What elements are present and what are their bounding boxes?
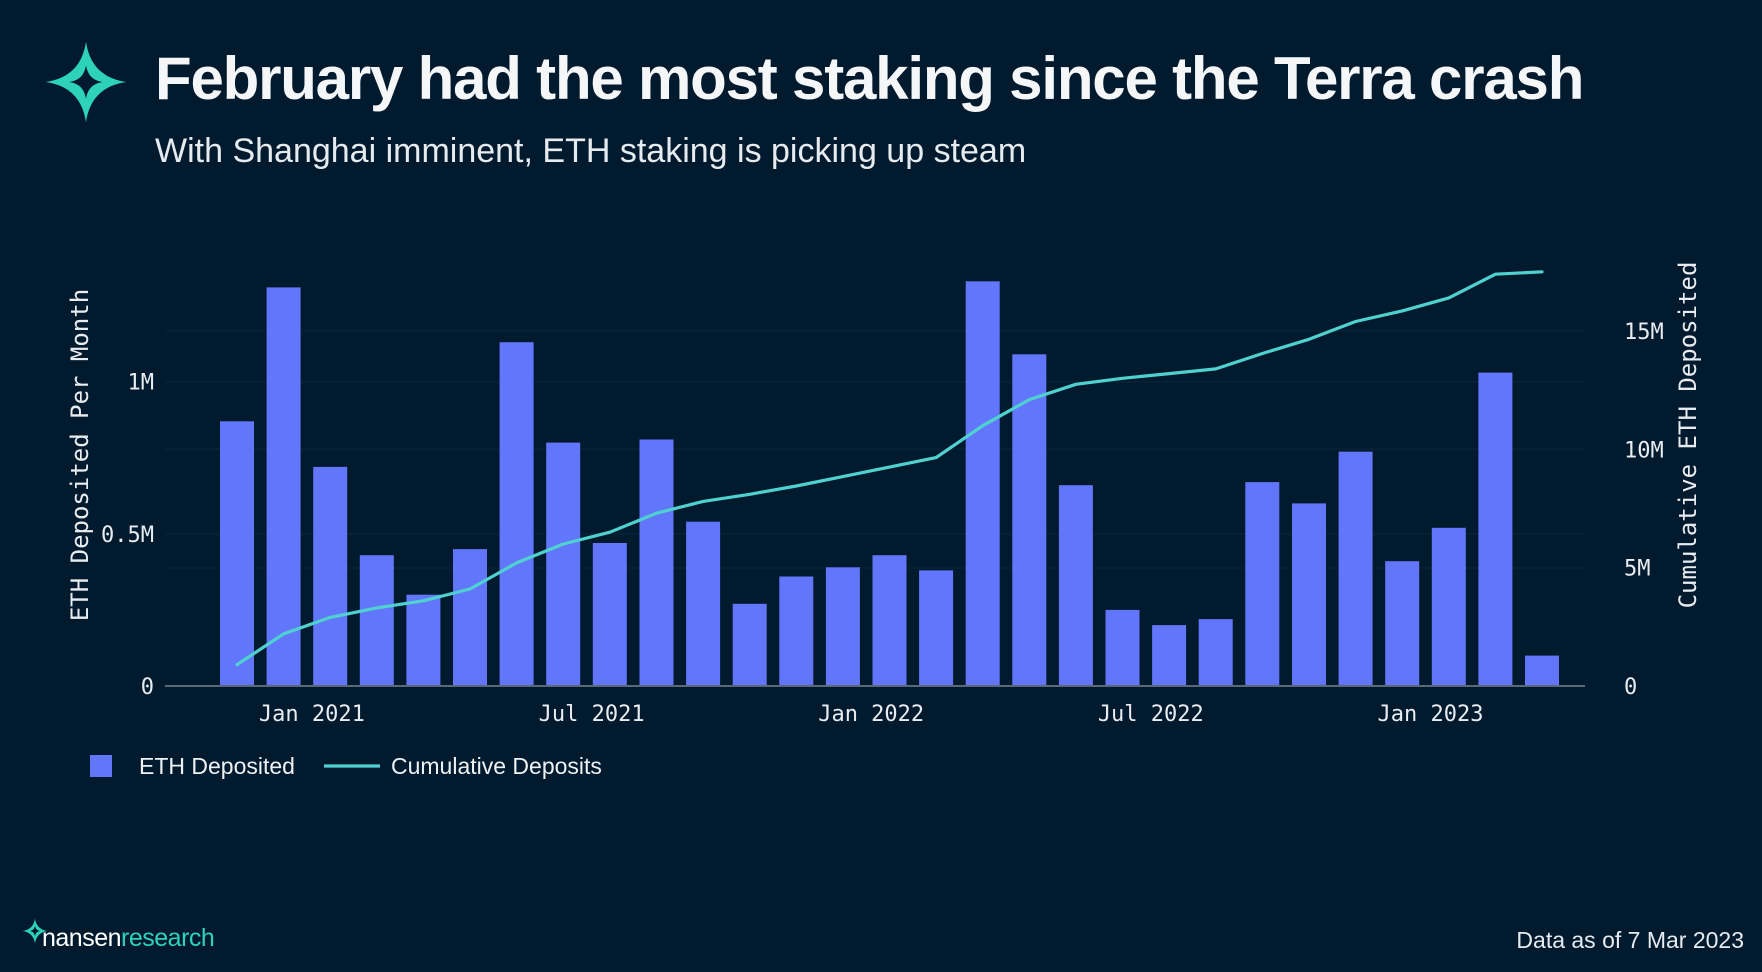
bar bbox=[1338, 451, 1373, 686]
bar bbox=[686, 521, 721, 686]
brand-name: nansen bbox=[42, 923, 122, 952]
bar bbox=[313, 466, 348, 686]
bar bbox=[453, 549, 487, 686]
y-tick-label: 0.5M bbox=[101, 523, 154, 548]
bar bbox=[1525, 655, 1559, 686]
x-axis-ticks: Jan 2021 Jul 2021 Jan 2022 Jul 2022 Jan 2023 bbox=[259, 702, 1484, 727]
y2-tick-label: 15M bbox=[1624, 320, 1664, 345]
bar bbox=[732, 603, 767, 686]
y2-tick-label: 10M bbox=[1624, 438, 1664, 463]
bar bbox=[266, 287, 301, 686]
bar bbox=[592, 543, 627, 686]
bar bbox=[359, 555, 394, 686]
footer-brand: nansen research bbox=[22, 918, 215, 958]
data-as-of-note: Data as of 7 Mar 2023 bbox=[1516, 927, 1744, 953]
cumulative-line bbox=[235, 270, 1544, 667]
bar bbox=[1152, 625, 1187, 686]
legend: ETH Deposited Cumulative Deposits bbox=[90, 753, 602, 779]
bar bbox=[1431, 527, 1466, 686]
y-axis-ticks: 0 0.5M 1M bbox=[101, 371, 154, 700]
y-tick-label: 0 bbox=[141, 675, 154, 700]
y-axis-title: ETH Deposited Per Month bbox=[66, 289, 94, 621]
bar bbox=[1245, 482, 1280, 686]
x-tick-label: Jan 2021 bbox=[259, 702, 365, 727]
y2-tick-label: 5M bbox=[1624, 557, 1651, 582]
nansen-star-small-icon bbox=[22, 918, 48, 944]
page-title: February had the most staking since the … bbox=[155, 45, 1584, 112]
legend-bar-label: ETH Deposited bbox=[139, 753, 295, 779]
bar bbox=[825, 567, 860, 686]
y2-axis-ticks: 0 5M 10M 15M bbox=[1624, 320, 1664, 700]
bar bbox=[919, 570, 954, 686]
page-subtitle: With Shanghai imminent, ETH staking is p… bbox=[155, 132, 1027, 170]
bar bbox=[1105, 609, 1140, 686]
bar bbox=[639, 439, 674, 686]
y2-axis-title: Cumulative ETH Deposited bbox=[1674, 262, 1702, 609]
bar bbox=[220, 421, 254, 686]
x-tick-label: Jul 2021 bbox=[539, 702, 645, 727]
bar bbox=[872, 555, 907, 686]
bar bbox=[546, 442, 581, 686]
bar bbox=[1478, 372, 1513, 686]
bar bbox=[779, 576, 814, 686]
x-tick-label: Jan 2022 bbox=[818, 702, 924, 727]
y2-tick-label: 0 bbox=[1624, 675, 1637, 700]
bar bbox=[1058, 485, 1093, 686]
legend-line-label: Cumulative Deposits bbox=[391, 753, 602, 779]
bar bbox=[1198, 619, 1233, 686]
x-tick-label: Jul 2022 bbox=[1098, 702, 1204, 727]
y-tick-label: 1M bbox=[128, 371, 155, 396]
x-tick-label: Jan 2023 bbox=[1378, 702, 1484, 727]
bar bbox=[965, 281, 1000, 686]
legend-bar-swatch bbox=[90, 755, 112, 777]
bar bbox=[1385, 561, 1420, 686]
nansen-star-logo-icon bbox=[45, 41, 127, 123]
bar bbox=[1292, 503, 1326, 686]
brand-suffix: research bbox=[121, 923, 215, 952]
bar bbox=[406, 594, 441, 686]
bar bbox=[1012, 354, 1047, 686]
bar bbox=[499, 342, 534, 686]
bar-series bbox=[220, 281, 1559, 686]
